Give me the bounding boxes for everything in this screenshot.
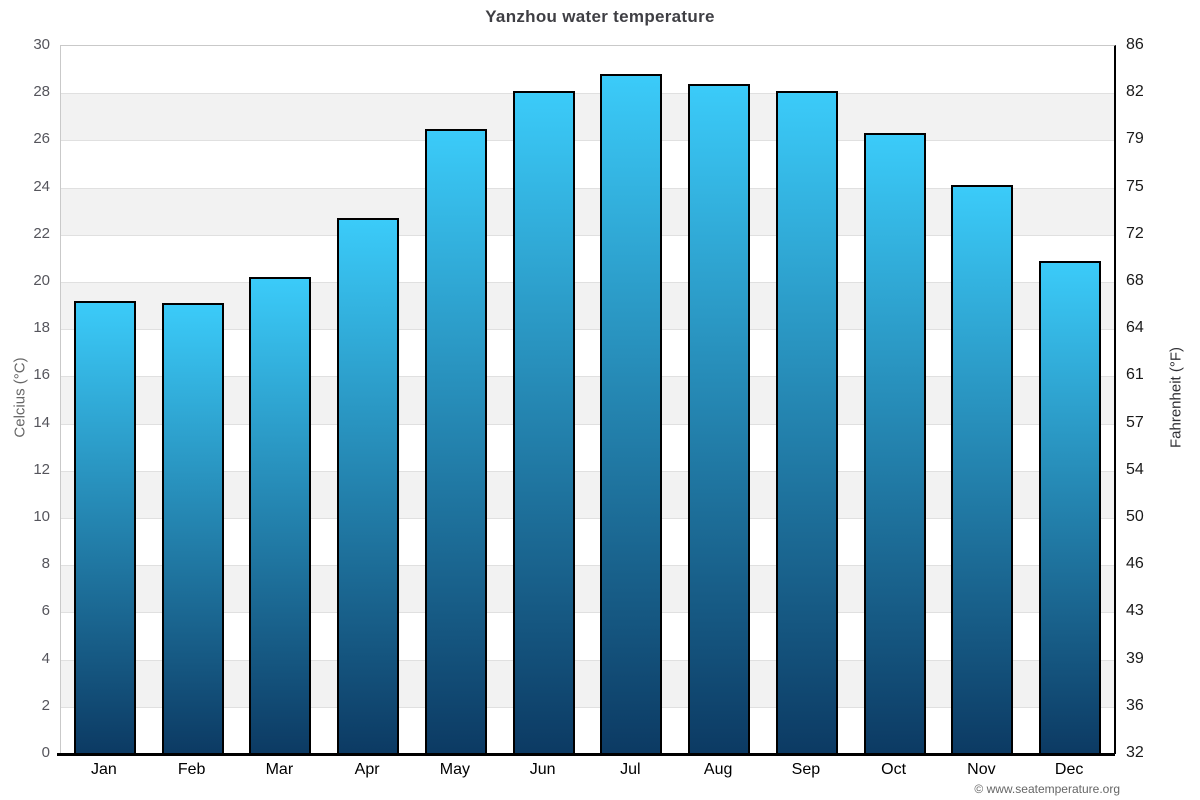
gridline — [61, 706, 1114, 708]
x-label-dec: Dec — [1054, 761, 1084, 778]
y-tick-celsius: 14 — [33, 413, 50, 431]
bar-mar — [249, 277, 312, 754]
gridline — [61, 612, 1114, 614]
grid-band — [61, 518, 1114, 566]
gridline — [61, 187, 1114, 189]
x-label-jul: Jul — [620, 761, 641, 778]
y-tick-fahrenheit: 86 — [1126, 36, 1144, 53]
bar-apr — [337, 218, 400, 754]
gridline — [61, 423, 1114, 425]
gridline — [61, 659, 1114, 661]
bar-jan — [73, 300, 136, 754]
grid-band — [61, 329, 1114, 377]
chart-title: Yanzhou water temperature — [485, 7, 715, 26]
y-tick-fahrenheit: 57 — [1126, 413, 1144, 431]
gridline — [61, 518, 1114, 519]
y-tick-fahrenheit: 68 — [1126, 272, 1144, 289]
grid-band — [61, 187, 1114, 235]
y-tick-celsius: 6 — [41, 602, 50, 620]
y-tick-fahrenheit: 61 — [1126, 366, 1144, 384]
x-axis-line — [57, 753, 1115, 756]
gridline — [61, 234, 1114, 236]
y-tick-celsius: 18 — [33, 319, 50, 337]
y-tick-fahrenheit: 43 — [1126, 602, 1144, 620]
bar-aug — [688, 83, 751, 754]
grid-band — [61, 612, 1114, 660]
y-tick-fahrenheit: 75 — [1126, 177, 1144, 195]
gridline — [61, 282, 1114, 283]
gridline — [61, 140, 1114, 142]
grid-band — [61, 706, 1114, 754]
grid-band — [61, 46, 1114, 94]
x-label-sep: Sep — [791, 761, 821, 778]
y-tick-fahrenheit: 54 — [1126, 460, 1144, 478]
y-tick-celsius: 28 — [33, 83, 50, 101]
gridline — [61, 470, 1114, 472]
x-label-feb: Feb — [177, 761, 206, 778]
y-tick-celsius: 2 — [41, 696, 50, 714]
bar-sep — [775, 90, 838, 754]
y-tick-celsius: 22 — [33, 224, 50, 242]
grid-band — [61, 140, 1114, 188]
y-tick-fahrenheit: 79 — [1126, 130, 1144, 148]
bar-oct — [863, 133, 926, 754]
copyright-credit[interactable]: © www.seatemperature.org — [974, 782, 1120, 796]
y-tick-fahrenheit: 36 — [1126, 696, 1144, 714]
grid-band — [61, 470, 1114, 518]
x-label-jun: Jun — [529, 761, 556, 778]
grid-band — [61, 565, 1114, 613]
y-tick-fahrenheit: 39 — [1126, 649, 1144, 667]
grid-band — [61, 282, 1114, 330]
grid-band — [61, 423, 1114, 471]
bar-jul — [600, 74, 663, 754]
y-tick-fahrenheit: 72 — [1126, 224, 1144, 242]
gridline — [61, 376, 1114, 378]
y-tick-fahrenheit: 46 — [1126, 555, 1144, 573]
y-tick-celsius: 10 — [33, 508, 50, 525]
x-label-apr: Apr — [354, 761, 380, 778]
x-label-jan: Jan — [90, 761, 117, 778]
bar-may — [424, 128, 487, 754]
grid-band — [61, 376, 1114, 424]
x-label-aug: Aug — [703, 761, 733, 778]
x-label-may: May — [439, 761, 470, 778]
grid-band — [61, 659, 1114, 707]
y-tick-celsius: 20 — [33, 272, 50, 289]
gridline — [61, 565, 1114, 567]
y-tick-celsius: 24 — [33, 177, 50, 195]
y-tick-fahrenheit: 82 — [1126, 83, 1144, 101]
y-tick-fahrenheit: 32 — [1126, 744, 1144, 761]
bar-jun — [512, 90, 575, 754]
y-tick-fahrenheit: 50 — [1126, 508, 1144, 525]
grid-band — [61, 93, 1114, 141]
gridline — [61, 93, 1114, 95]
gridline — [61, 329, 1114, 331]
y-tick-celsius: 0 — [41, 744, 50, 761]
bar-dec — [1039, 260, 1102, 754]
x-label-oct: Oct — [881, 761, 907, 778]
x-label-mar: Mar — [265, 761, 294, 778]
y-tick-celsius: 16 — [33, 366, 50, 384]
plot-area — [60, 45, 1116, 754]
y-tick-celsius: 8 — [41, 555, 50, 573]
y-tick-fahrenheit: 64 — [1126, 319, 1144, 337]
grid-band — [61, 234, 1114, 282]
y-tick-celsius: 4 — [41, 649, 50, 667]
y-tick-celsius: 30 — [33, 36, 50, 53]
y-tick-celsius: 26 — [33, 130, 50, 148]
bar-feb — [161, 303, 224, 754]
y-tick-celsius: 12 — [33, 460, 50, 478]
bar-nov — [951, 185, 1014, 754]
x-label-nov: Nov — [967, 761, 996, 778]
